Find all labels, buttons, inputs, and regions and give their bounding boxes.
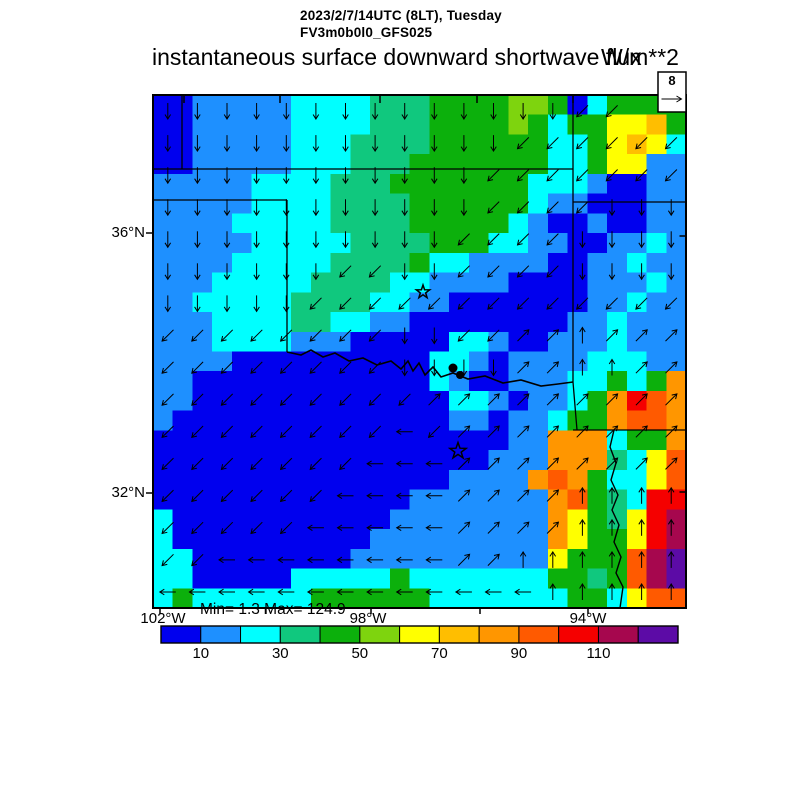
river-meander-blob: [448, 363, 458, 373]
city-star-marker: [447, 440, 469, 460]
colorbar-cell: [240, 625, 281, 644]
units-label: W/m**2: [601, 44, 679, 70]
colorbar-cell: [478, 625, 520, 644]
colorbar-cell: [637, 625, 679, 644]
reference-vector-box: [657, 71, 687, 113]
state-borders: [153, 95, 686, 431]
lat-label-36n: 36°N: [111, 224, 145, 241]
minmax-annotation: Min= 1.3 Max= 124.9: [200, 601, 346, 618]
colorbar-cell: [558, 625, 599, 644]
colorbar-cell: [160, 625, 202, 644]
colorbar-tick-label: 110: [586, 645, 611, 662]
header-datetime: 2023/2/7/14UTC (8LT), Tuesday: [300, 8, 502, 23]
colorbar-tick-label: 50: [351, 645, 369, 662]
lat-label-32n: 32°N: [111, 484, 145, 501]
city-star-marker: [414, 282, 432, 300]
colorbar: [160, 625, 679, 644]
lon-label-94w: 94°W: [569, 610, 607, 627]
map-frame: [152, 94, 687, 609]
colorbar-cell: [399, 625, 440, 644]
colorbar-cell: [597, 625, 639, 644]
colorbar-tick-label: 90: [510, 645, 528, 662]
lon-label-102w: 102°W: [140, 610, 186, 627]
colorbar-tick-label: 30: [271, 645, 289, 662]
colorbar-cell: [438, 625, 480, 644]
lon-label-98w: 98°W: [349, 610, 387, 627]
weather-map: [153, 95, 686, 608]
flux-field: [153, 95, 686, 608]
colorbar-cell: [279, 625, 321, 644]
colorbar-cell: [200, 625, 242, 644]
river-meander-blob: [456, 371, 464, 379]
colorbar-tick-label: 10: [192, 645, 210, 662]
wind-arrows: [158, 103, 678, 600]
red-river-border: [286, 349, 574, 387]
reference-vector-label: 8: [668, 73, 676, 88]
header-model-name: FV3m0b0l0_GFS025: [300, 25, 433, 40]
colorbar-cell: [359, 625, 401, 644]
page-title: instantaneous surface downward shortwave…: [152, 44, 642, 70]
colorbar-cell: [518, 625, 560, 644]
axis-ticks: [146, 96, 686, 614]
colorbar-cell: [319, 625, 361, 644]
colorbar-tick-label: 70: [431, 645, 448, 662]
